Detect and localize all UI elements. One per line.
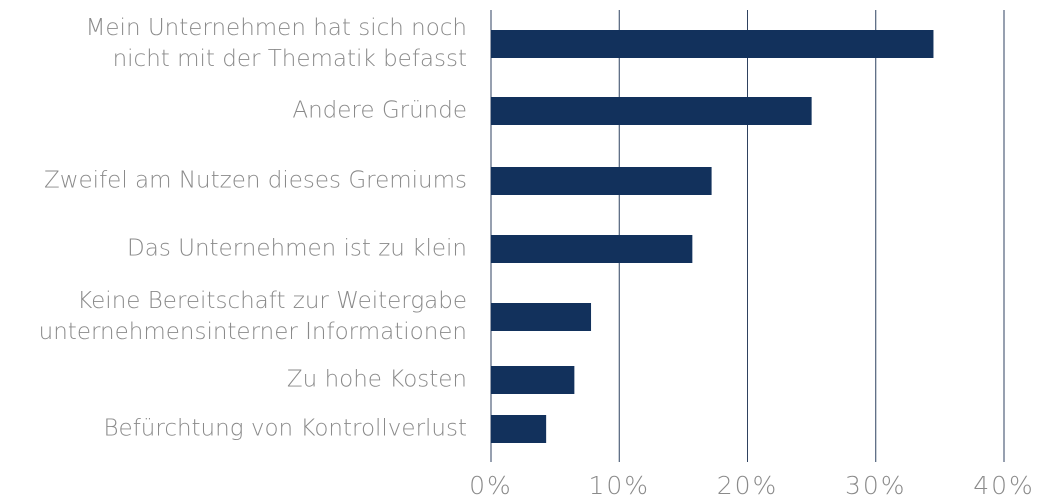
x-tick-label: 10% xyxy=(588,471,650,500)
bar xyxy=(491,415,547,443)
y-tick-label: unternehmensinterner Informationen xyxy=(39,319,467,345)
y-tick-label: Zu hohe Kosten xyxy=(287,367,467,393)
x-tick-label: 40% xyxy=(973,471,1035,500)
x-tick-label: 20% xyxy=(717,471,779,500)
y-tick-label: Keine Bereitschaft zur Weitergabe xyxy=(77,288,467,314)
y-tick-label: nicht mit der Thematik befasst xyxy=(113,46,467,72)
bar xyxy=(491,167,712,195)
y-tick-label: Befürchtung von Kontrollverlust xyxy=(103,416,467,442)
x-tick-label: 30% xyxy=(845,471,907,500)
bar xyxy=(491,97,812,125)
bar xyxy=(491,235,693,263)
y-tick-label: Das Unternehmen ist zu klein xyxy=(127,236,467,262)
y-tick-label: Mein Unternehmen hat sich noch xyxy=(86,15,467,41)
x-tick-label: 0% xyxy=(469,471,513,500)
y-tick-label: Zweifel am Nutzen dieses Gremiums xyxy=(44,168,467,194)
bar xyxy=(491,30,934,58)
bar xyxy=(491,303,592,331)
bar xyxy=(491,366,575,394)
y-tick-label: Andere Gründe xyxy=(292,98,467,124)
